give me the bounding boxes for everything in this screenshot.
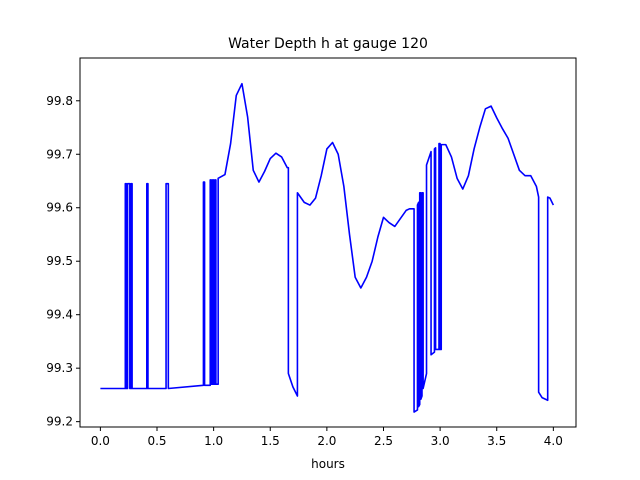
x-tick-label: 3.5 [487, 434, 506, 448]
y-tick-label: 99.2 [46, 415, 73, 429]
x-tick-label: 2.0 [317, 434, 336, 448]
y-tick-label: 99.5 [46, 254, 73, 268]
x-axis-label: hours [311, 457, 345, 471]
chart-title: Water Depth h at gauge 120 [228, 36, 428, 52]
x-tick-label: 0.0 [91, 434, 110, 448]
x-tick-label: 4.0 [544, 434, 563, 448]
series-line [100, 82, 555, 413]
x-tick-label: 1.0 [204, 434, 223, 448]
y-tick-label: 99.4 [46, 308, 73, 322]
y-tick-label: 99.3 [46, 361, 73, 375]
x-tick-label: 3.0 [431, 434, 450, 448]
x-tick-label: 0.5 [147, 434, 166, 448]
x-tick-label: 2.5 [374, 434, 393, 448]
y-tick-label: 99.7 [46, 147, 73, 161]
y-tick-label: 99.6 [46, 201, 73, 215]
x-axis: 0.0 0.5 1.0 1.5 2.0 2.5 3.0 3.5 4.0 [91, 427, 563, 448]
x-tick-label: 1.5 [261, 434, 280, 448]
y-axis: 99.2 99.3 99.4 99.5 99.6 99.7 99.8 [46, 94, 80, 429]
plot-area [79, 57, 577, 428]
axes-frame [79, 57, 577, 428]
y-tick-label: 99.8 [46, 94, 73, 108]
